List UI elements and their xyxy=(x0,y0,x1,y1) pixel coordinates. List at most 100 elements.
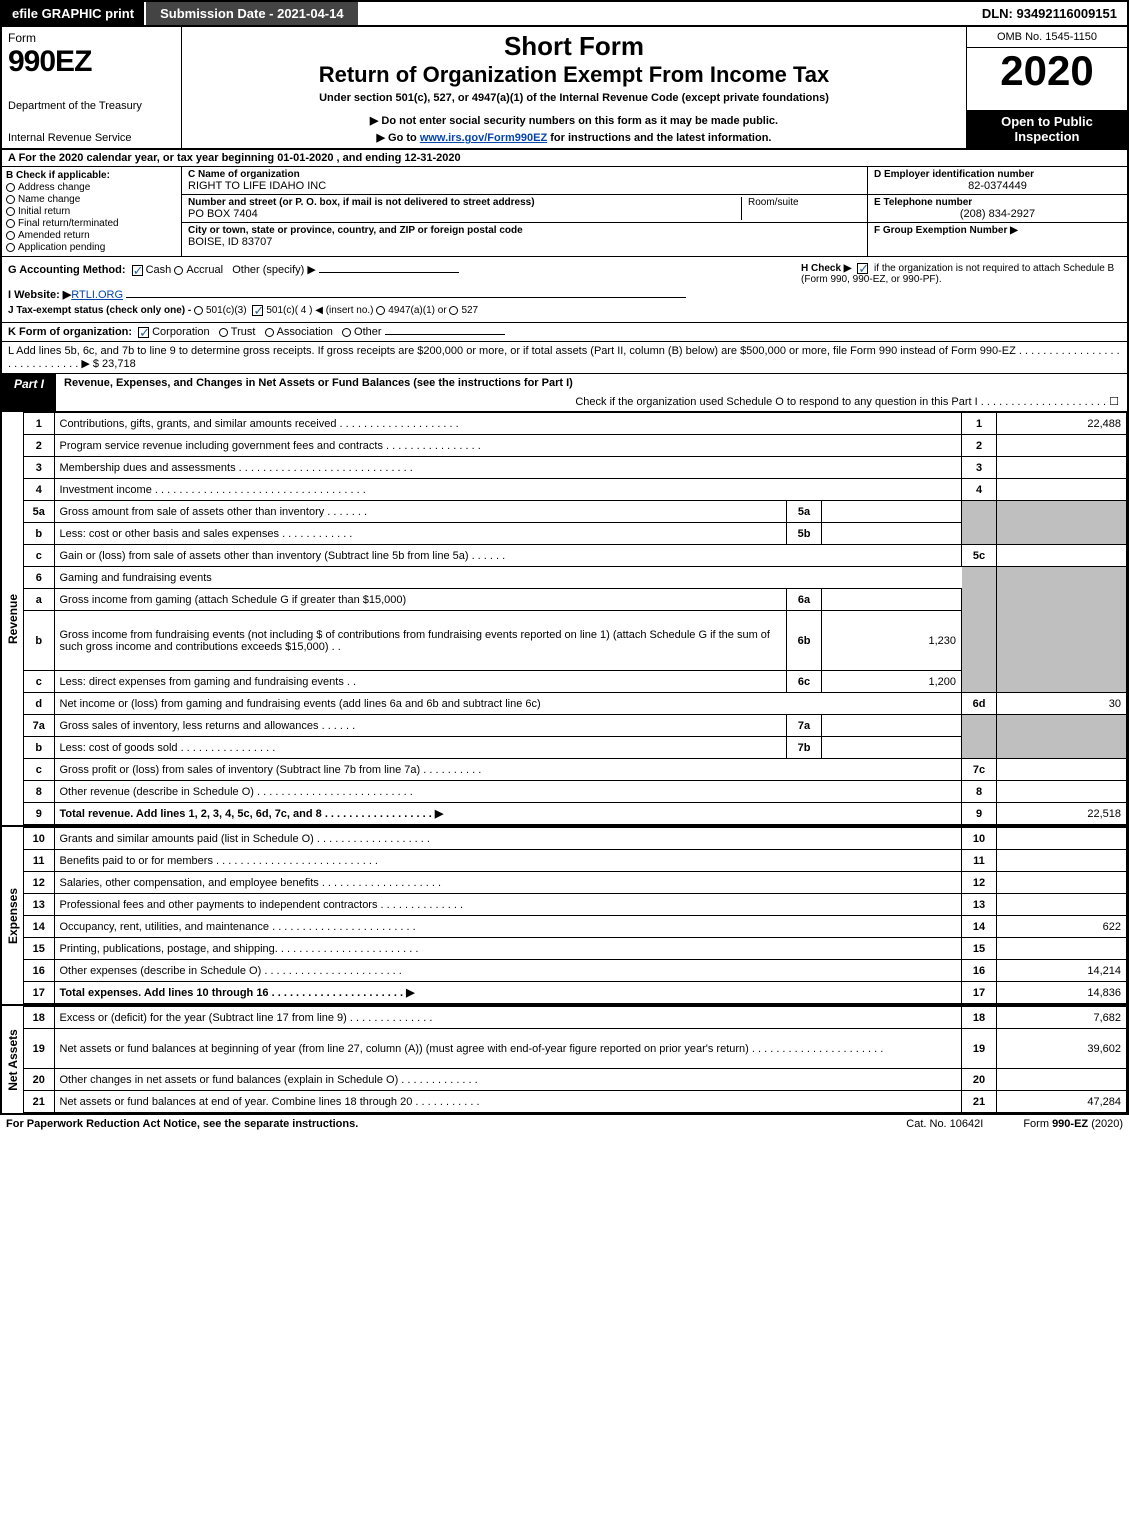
line-20: 20Other changes in net assets or fund ba… xyxy=(24,1069,1127,1091)
form-label: Form xyxy=(8,31,175,45)
label-org-name: C Name of organization xyxy=(188,169,326,180)
part-1-tab: Part I xyxy=(2,374,56,411)
radio-accrual xyxy=(174,266,183,275)
form-number: 990EZ xyxy=(8,45,175,79)
opt-pending: Application pending xyxy=(6,242,177,253)
line-12: 12Salaries, other compensation, and empl… xyxy=(24,872,1127,894)
line-9: 9Total revenue. Add lines 1, 2, 3, 4, 5c… xyxy=(24,803,1127,825)
line-7c: cGross profit or (loss) from sales of in… xyxy=(24,759,1127,781)
line-15: 15Printing, publications, postage, and s… xyxy=(24,938,1127,960)
line-14: 14Occupancy, rent, utilities, and mainte… xyxy=(24,916,1127,938)
line-10: 10Grants and similar amounts paid (list … xyxy=(24,828,1127,850)
irs-link[interactable]: www.irs.gov/Form990EZ xyxy=(420,132,547,144)
row-j: J Tax-exempt status (check only one) - 5… xyxy=(8,305,801,316)
note-ssn: ▶ Do not enter social security numbers o… xyxy=(188,114,960,127)
top-bar: efile GRAPHIC print Submission Date - 20… xyxy=(0,0,1129,27)
line-18: 18Excess or (deficit) for the year (Subt… xyxy=(24,1007,1127,1029)
inspection-notice: Open to Public Inspection xyxy=(967,110,1127,148)
part-1-header: Part I Revenue, Expenses, and Changes in… xyxy=(0,374,1129,412)
dept-treasury: Department of the Treasury xyxy=(8,100,175,112)
line-21: 21Net assets or fund balances at end of … xyxy=(24,1091,1127,1113)
line-5b: bLess: cost or other basis and sales exp… xyxy=(24,523,1127,545)
goto-post: for instructions and the latest informat… xyxy=(547,132,771,144)
title-sub: Under section 501(c), 527, or 4947(a)(1)… xyxy=(188,92,960,104)
goto-pre: ▶ Go to xyxy=(377,132,420,144)
part-1-title: Revenue, Expenses, and Changes in Net As… xyxy=(56,374,1127,392)
revenue-section: Revenue 1Contributions, gifts, grants, a… xyxy=(0,412,1129,827)
footer-form-id: Form 990-EZ (2020) xyxy=(1023,1118,1123,1130)
phone: (208) 834-2927 xyxy=(874,208,1121,220)
line-6a: aGross income from gaming (attach Schedu… xyxy=(24,589,1127,611)
dept-irs: Internal Revenue Service xyxy=(8,132,175,144)
checkbox-cash xyxy=(132,265,143,276)
line-5a: 5aGross amount from sale of assets other… xyxy=(24,501,1127,523)
header-right: OMB No. 1545-1150 2020 Open to Public In… xyxy=(967,27,1127,148)
box-b: B Check if applicable: Address change Na… xyxy=(2,167,182,256)
row-l: L Add lines 5b, 6c, and 7b to line 9 to … xyxy=(0,342,1129,374)
line-19: 19Net assets or fund balances at beginni… xyxy=(24,1029,1127,1069)
opt-amended: Amended return xyxy=(6,230,177,241)
efile-label: efile GRAPHIC print xyxy=(2,2,144,25)
checkbox-corporation xyxy=(138,327,149,338)
line-1: 1Contributions, gifts, grants, and simil… xyxy=(24,413,1127,435)
part-1-check: Check if the organization used Schedule … xyxy=(56,392,1127,411)
line-6: 6Gaming and fundraising events xyxy=(24,567,1127,589)
line-2: 2Program service revenue including gover… xyxy=(24,435,1127,457)
line-7a: 7aGross sales of inventory, less returns… xyxy=(24,715,1127,737)
sidebar-net-assets: Net Assets xyxy=(2,1006,24,1113)
line-13: 13Professional fees and other payments t… xyxy=(24,894,1127,916)
website-link[interactable]: RTLI.ORG xyxy=(71,289,123,301)
checkbox-501c4 xyxy=(252,305,263,316)
line-5c: cGain or (loss) from sale of assets othe… xyxy=(24,545,1127,567)
line-8: 8Other revenue (describe in Schedule O) … xyxy=(24,781,1127,803)
box-c: C Name of organization RIGHT TO LIFE IDA… xyxy=(182,167,867,256)
opt-initial-return: Initial return xyxy=(6,206,177,217)
room-suite-label: Room/suite xyxy=(741,197,861,220)
label-city: City or town, state or province, country… xyxy=(188,225,523,236)
opt-address-change: Address change xyxy=(6,182,177,193)
footer-paperwork: For Paperwork Reduction Act Notice, see … xyxy=(6,1118,358,1130)
opt-final-return: Final return/terminated xyxy=(6,218,177,229)
header-center: Short Form Return of Organization Exempt… xyxy=(182,27,967,148)
line-17: 17Total expenses. Add lines 10 through 1… xyxy=(24,982,1127,1004)
row-g: G Accounting Method: Cash Accrual Other … xyxy=(8,263,801,276)
omb-number: OMB No. 1545-1150 xyxy=(967,27,1127,48)
line-3: 3Membership dues and assessments . . . .… xyxy=(24,457,1127,479)
note-goto: ▶ Go to www.irs.gov/Form990EZ for instru… xyxy=(188,131,960,144)
title-short: Short Form xyxy=(188,31,960,62)
page-footer: For Paperwork Reduction Act Notice, see … xyxy=(0,1115,1129,1133)
ein: 82-0374449 xyxy=(874,180,1121,192)
checkbox-schedule-b xyxy=(857,263,868,274)
row-k: K Form of organization: Corporation Trus… xyxy=(0,323,1129,342)
org-address: PO BOX 7404 xyxy=(188,208,741,220)
expenses-section: Expenses 10Grants and similar amounts pa… xyxy=(0,827,1129,1006)
row-a-tax-year: A For the 2020 calendar year, or tax yea… xyxy=(0,150,1129,167)
tax-year: 2020 xyxy=(967,48,1127,94)
line-16: 16Other expenses (describe in Schedule O… xyxy=(24,960,1127,982)
line-6d: dNet income or (loss) from gaming and fu… xyxy=(24,693,1127,715)
label-ein: D Employer identification number xyxy=(874,169,1121,180)
submission-date: Submission Date - 2021-04-14 xyxy=(144,2,358,25)
sidebar-expenses: Expenses xyxy=(2,827,24,1004)
line-11: 11Benefits paid to or for members . . . … xyxy=(24,850,1127,872)
sidebar-revenue: Revenue xyxy=(2,412,24,825)
org-name: RIGHT TO LIFE IDAHO INC xyxy=(188,180,326,192)
dln: DLN: 93492116009151 xyxy=(972,2,1127,25)
line-4: 4Investment income . . . . . . . . . . .… xyxy=(24,479,1127,501)
footer-cat-no: Cat. No. 10642I xyxy=(906,1118,983,1130)
row-h: H Check ▶ if the organization is not req… xyxy=(801,263,1121,316)
label-address: Number and street (or P. O. box, if mail… xyxy=(188,197,741,208)
line-7b: bLess: cost of goods sold . . . . . . . … xyxy=(24,737,1127,759)
box-b-label: B Check if applicable: xyxy=(6,170,177,181)
opt-name-change: Name change xyxy=(6,194,177,205)
label-phone: E Telephone number xyxy=(874,197,1121,208)
header-left: Form 990EZ Department of the Treasury In… xyxy=(2,27,182,148)
net-assets-section: Net Assets 18Excess or (deficit) for the… xyxy=(0,1006,1129,1115)
label-group-exemption: F Group Exemption Number ▶ xyxy=(874,225,1121,236)
form-header: Form 990EZ Department of the Treasury In… xyxy=(0,27,1129,150)
line-6c: cLess: direct expenses from gaming and f… xyxy=(24,671,1127,693)
box-d-e-f: D Employer identification number 82-0374… xyxy=(867,167,1127,256)
org-city: BOISE, ID 83707 xyxy=(188,236,523,248)
line-6b: bGross income from fundraising events (n… xyxy=(24,611,1127,671)
row-i: I Website: ▶RTLI.ORG xyxy=(8,288,801,301)
